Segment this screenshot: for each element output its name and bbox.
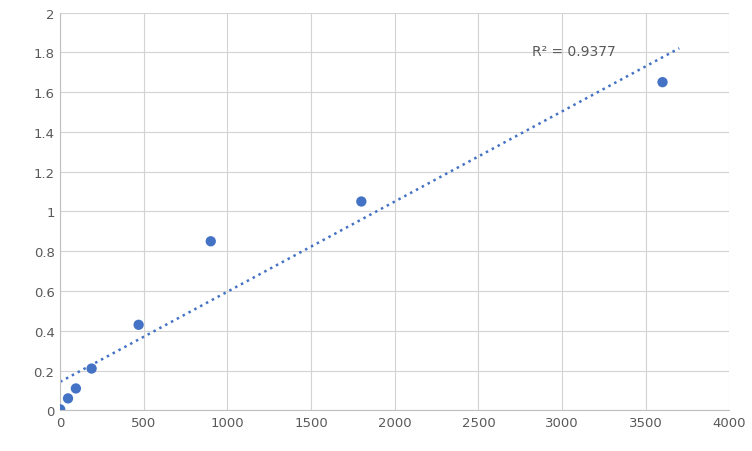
Point	[656, 79, 669, 87]
Point	[62, 395, 74, 402]
Point	[205, 238, 217, 245]
Point	[54, 406, 66, 413]
Text: R² = 0.9377: R² = 0.9377	[532, 45, 616, 59]
Point	[70, 385, 82, 392]
Point	[86, 365, 98, 373]
Point	[132, 322, 144, 329]
Point	[355, 198, 367, 206]
